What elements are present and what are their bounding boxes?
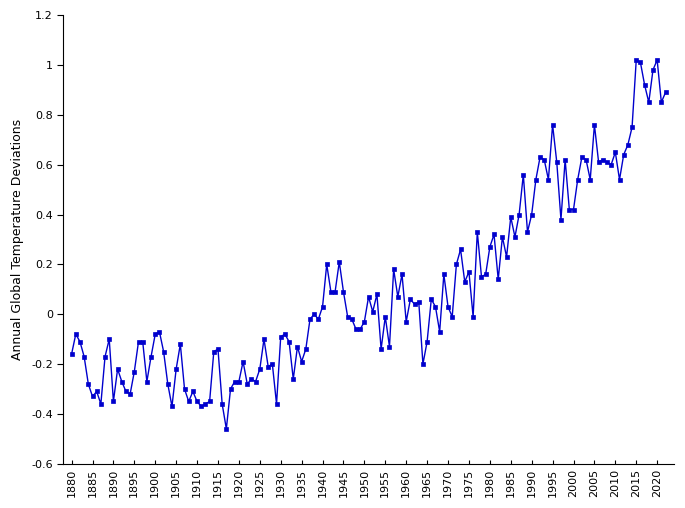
Y-axis label: Annual Global Temperature Deviations: Annual Global Temperature Deviations xyxy=(11,119,24,360)
